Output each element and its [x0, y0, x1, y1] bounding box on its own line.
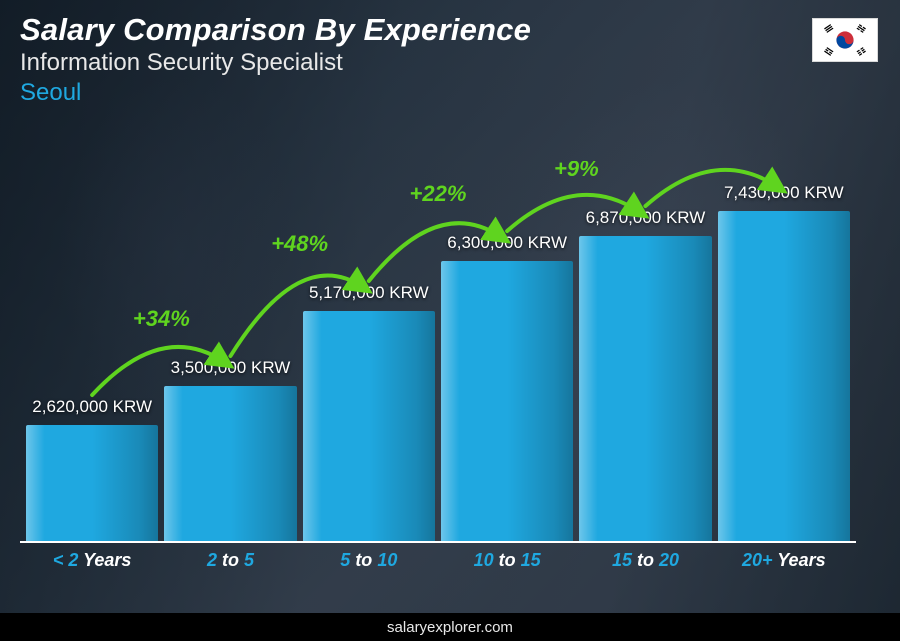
x-label: 5 to 10 [303, 550, 435, 571]
bar [718, 211, 850, 541]
bar-value-label: 6,870,000 KRW [586, 208, 706, 228]
bars-container: 2,620,000 KRW 3,500,000 KRW 5,170,000 KRW 6… [20, 161, 856, 541]
header: Salary Comparison By Experience Informat… [20, 14, 531, 107]
bar [26, 425, 158, 541]
x-label: < 2 Years [26, 550, 158, 571]
x-axis-baseline [20, 541, 856, 543]
bar-slot-5: 7,430,000 KRW [718, 183, 850, 541]
bar-value-label: 5,170,000 KRW [309, 283, 429, 303]
bar [164, 386, 296, 541]
salary-chart: 2,620,000 KRW 3,500,000 KRW 5,170,000 KRW 6… [20, 140, 856, 571]
bar-value-label: 2,620,000 KRW [32, 397, 152, 417]
x-label: 2 to 5 [164, 550, 296, 571]
bar-slot-0: 2,620,000 KRW [26, 397, 158, 541]
bar-slot-3: 6,300,000 KRW [441, 233, 573, 541]
x-labels: < 2 Years 2 to 5 5 to 10 10 to 15 15 to 20 20… [20, 550, 856, 571]
bar-value-label: 3,500,000 KRW [171, 358, 291, 378]
bar-value-label: 6,300,000 KRW [447, 233, 567, 253]
bar [303, 311, 435, 541]
footer-credit: salaryexplorer.com [0, 613, 900, 641]
bar [579, 236, 711, 541]
page-subtitle: Information Security Specialist [20, 49, 531, 77]
x-label: 20+ Years [718, 550, 850, 571]
x-label: 15 to 20 [579, 550, 711, 571]
x-label: 10 to 15 [441, 550, 573, 571]
bar-slot-2: 5,170,000 KRW [303, 283, 435, 541]
page-location: Seoul [20, 79, 531, 107]
flag-south-korea [812, 18, 878, 62]
bar [441, 261, 573, 541]
bar-value-label: 7,430,000 KRW [724, 183, 844, 203]
bar-slot-1: 3,500,000 KRW [164, 358, 296, 541]
page-title: Salary Comparison By Experience [20, 14, 531, 47]
bar-slot-4: 6,870,000 KRW [579, 208, 711, 541]
